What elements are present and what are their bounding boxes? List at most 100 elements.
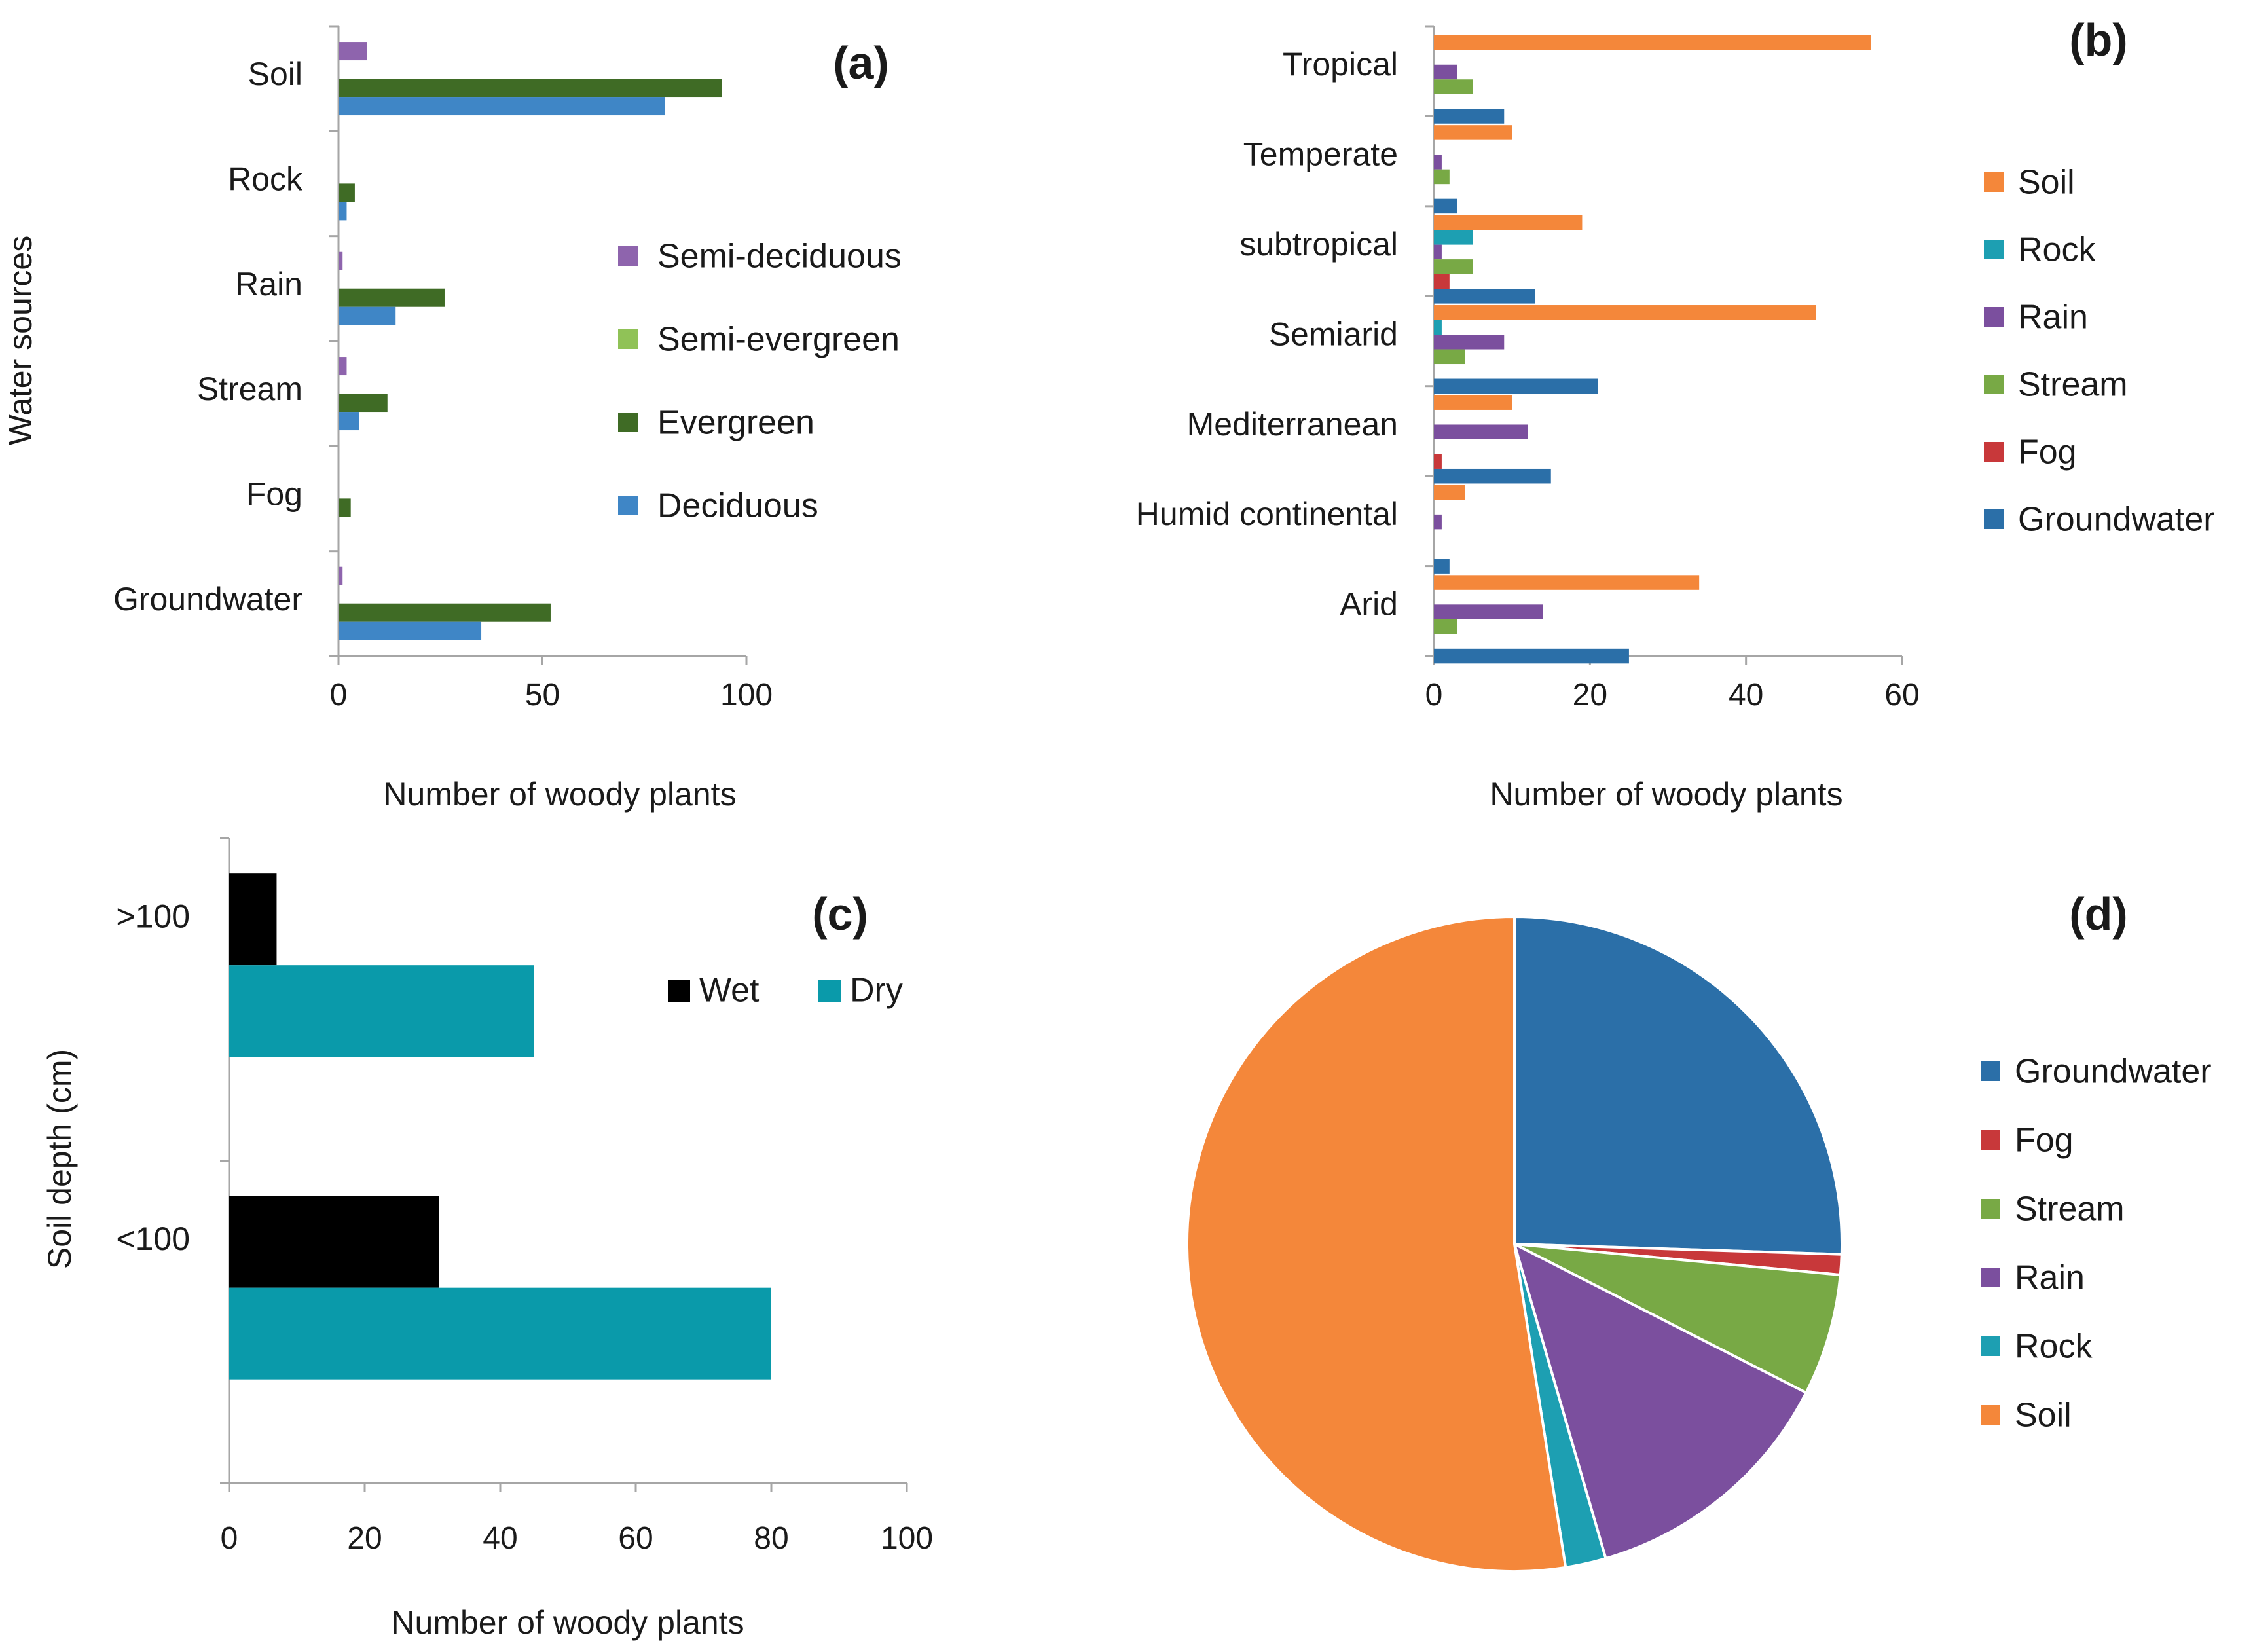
legend-label-dry: Dry xyxy=(850,972,903,1010)
panel-a-axes xyxy=(329,25,748,665)
bar-fog-evergreen xyxy=(339,498,351,517)
category-label-fog: Fog xyxy=(246,475,302,512)
bar-stream-semi-deciduous xyxy=(339,357,347,376)
legend-label-semi-evergreen: Semi-evergreen xyxy=(657,321,900,359)
bar-soil-evergreen xyxy=(339,79,722,98)
legend-swatch-semi-evergreen xyxy=(618,329,638,349)
legend-swatch-groundwater xyxy=(1981,1061,2000,1081)
category-label-temperate: Temperate xyxy=(1243,136,1398,172)
legend-label-evergreen: Evergreen xyxy=(657,404,815,442)
category-label-100: <100 xyxy=(116,1221,190,1257)
x-tick-label-100: 100 xyxy=(881,1521,933,1556)
bar-arid-groundwater xyxy=(1434,648,1629,664)
panel-b-legend: Soil Rock Rain Stream Fog Groundwater xyxy=(1984,164,2215,539)
legend-swatch-stream xyxy=(1981,1199,2000,1219)
panel-c-ylabel: Soil depth (cm) xyxy=(41,1049,78,1269)
bar-subtropical-groundwater xyxy=(1434,289,1535,304)
pie-slice-groundwater xyxy=(1513,915,1843,1256)
bar-subtropical-rock xyxy=(1434,230,1473,245)
legend-label-fog: Fog xyxy=(2018,433,2077,471)
bar-subtropical-fog xyxy=(1434,274,1450,289)
legend-swatch-fog xyxy=(1981,1130,2000,1150)
bar-mediterranean-rain xyxy=(1434,424,1528,439)
bar-humid-continental-soil xyxy=(1434,485,1465,500)
panel-c-xlabel: Number of woody plants xyxy=(391,1604,744,1641)
legend-swatch-groundwater xyxy=(1984,509,2004,529)
x-tick-label-80: 80 xyxy=(754,1521,788,1556)
bar-semiarid-rock xyxy=(1434,320,1442,335)
x-tick-label-60: 60 xyxy=(1884,678,1919,712)
panel-c-legend: Wet Dry xyxy=(668,972,903,1010)
bar-100-wet xyxy=(229,873,277,966)
legend-label-rain: Rain xyxy=(2018,299,2088,337)
legend-label-deciduous: Deciduous xyxy=(657,487,818,525)
legend-label-fog: Fog xyxy=(2015,1122,2074,1160)
legend-swatch-stream xyxy=(1984,375,2004,394)
panel-a-category-labels: Soil Rock Rain Stream Fog Groundwater xyxy=(113,56,303,617)
panel-c-tick-labels: 0 20 40 60 80 100 xyxy=(221,1521,933,1556)
legend-swatch-rock xyxy=(1984,240,2004,259)
category-label-tropical: Tropical xyxy=(1283,46,1398,83)
panel-d-legend: Groundwater Fog Stream Rain Rock Soil xyxy=(1981,1053,2212,1435)
legend-swatch-dry xyxy=(818,980,841,1002)
legend-swatch-semi-deciduous xyxy=(618,246,638,266)
x-tick-label-60: 60 xyxy=(618,1521,653,1556)
legend-label-groundwater: Groundwater xyxy=(2018,501,2215,539)
bar-groundwater-semi-deciduous xyxy=(339,566,343,585)
x-tick-label-20: 20 xyxy=(347,1521,382,1556)
bar-100-dry xyxy=(229,1287,771,1380)
category-label-soil: Soil xyxy=(248,56,302,92)
panel-d-label: (d) xyxy=(2069,889,2127,940)
bar-subtropical-soil xyxy=(1434,215,1583,230)
panel-b-xlabel: Number of woody plants xyxy=(1490,776,1842,813)
bar-groundwater-deciduous xyxy=(339,621,482,640)
bar-mediterranean-groundwater xyxy=(1434,468,1551,484)
category-label-mediterranean: Mediterranean xyxy=(1187,406,1398,443)
category-label-groundwater: Groundwater xyxy=(113,581,302,617)
legend-label-rock: Rock xyxy=(2018,231,2096,269)
bar-semiarid-soil xyxy=(1434,305,1816,320)
bar-tropical-rain xyxy=(1434,64,1457,80)
category-label-rock: Rock xyxy=(228,160,303,197)
category-label-semiarid: Semiarid xyxy=(1269,316,1398,352)
bar-subtropical-stream xyxy=(1434,259,1473,274)
legend-swatch-rain xyxy=(1984,307,2004,327)
legend-swatch-rock xyxy=(1981,1336,2000,1356)
x-tick-label-20: 20 xyxy=(1573,678,1607,712)
bar-subtropical-rain xyxy=(1434,244,1442,260)
x-tick-label-40: 40 xyxy=(1729,678,1763,712)
panel-d-chart: (d) Groundwater Fog Stream Rain Rock Soil xyxy=(1186,889,2212,1573)
legend-label-stream: Stream xyxy=(2015,1190,2125,1228)
bar-tropical-groundwater xyxy=(1434,109,1505,124)
bar-arid-soil xyxy=(1434,575,1700,590)
panel-b-tick-labels: 0 20 40 60 xyxy=(1425,678,1920,712)
legend-swatch-rain xyxy=(1981,1268,2000,1287)
category-label-subtropical: subtropical xyxy=(1239,226,1398,263)
bar-soil-deciduous xyxy=(339,97,665,116)
panel-a-tick-labels: 0 50 100 xyxy=(330,678,773,712)
bar-rock-evergreen xyxy=(339,183,355,202)
bar-arid-stream xyxy=(1434,619,1457,634)
panel-c-category-labels: >100 <100 xyxy=(116,898,190,1257)
legend-swatch-evergreen xyxy=(618,413,638,432)
panel-a-legend: Semi-deciduous Semi-evergreen Evergreen Dec… xyxy=(618,238,902,525)
legend-label-stream: Stream xyxy=(2018,366,2128,404)
legend-swatch-fog xyxy=(1984,442,2004,462)
bar-mediterranean-soil xyxy=(1434,395,1512,410)
panel-b-chart: (b) Number of woody plants 0 20 40 60 Tropi… xyxy=(1136,14,2215,813)
panel-b-category-labels: Tropical Temperate subtropical Semiarid Medi… xyxy=(1136,46,1398,623)
bar-stream-evergreen xyxy=(339,394,388,413)
category-label-rain: Rain xyxy=(235,266,302,303)
legend-label-semi-deciduous: Semi-deciduous xyxy=(657,238,902,276)
bar-tropical-soil xyxy=(1434,35,1871,50)
legend-label-rock: Rock xyxy=(2015,1328,2093,1366)
legend-label-rain: Rain xyxy=(2015,1259,2085,1297)
bar-temperate-soil xyxy=(1434,125,1512,140)
legend-label-groundwater: Groundwater xyxy=(2015,1053,2212,1091)
x-tick-label-100: 100 xyxy=(720,678,773,712)
panel-d-pie xyxy=(1186,915,1843,1573)
bar-temperate-rain xyxy=(1434,155,1442,170)
panel-a-chart: (a) Water sources Number of woody plants… xyxy=(2,25,902,813)
legend-swatch-soil xyxy=(1984,172,2004,192)
